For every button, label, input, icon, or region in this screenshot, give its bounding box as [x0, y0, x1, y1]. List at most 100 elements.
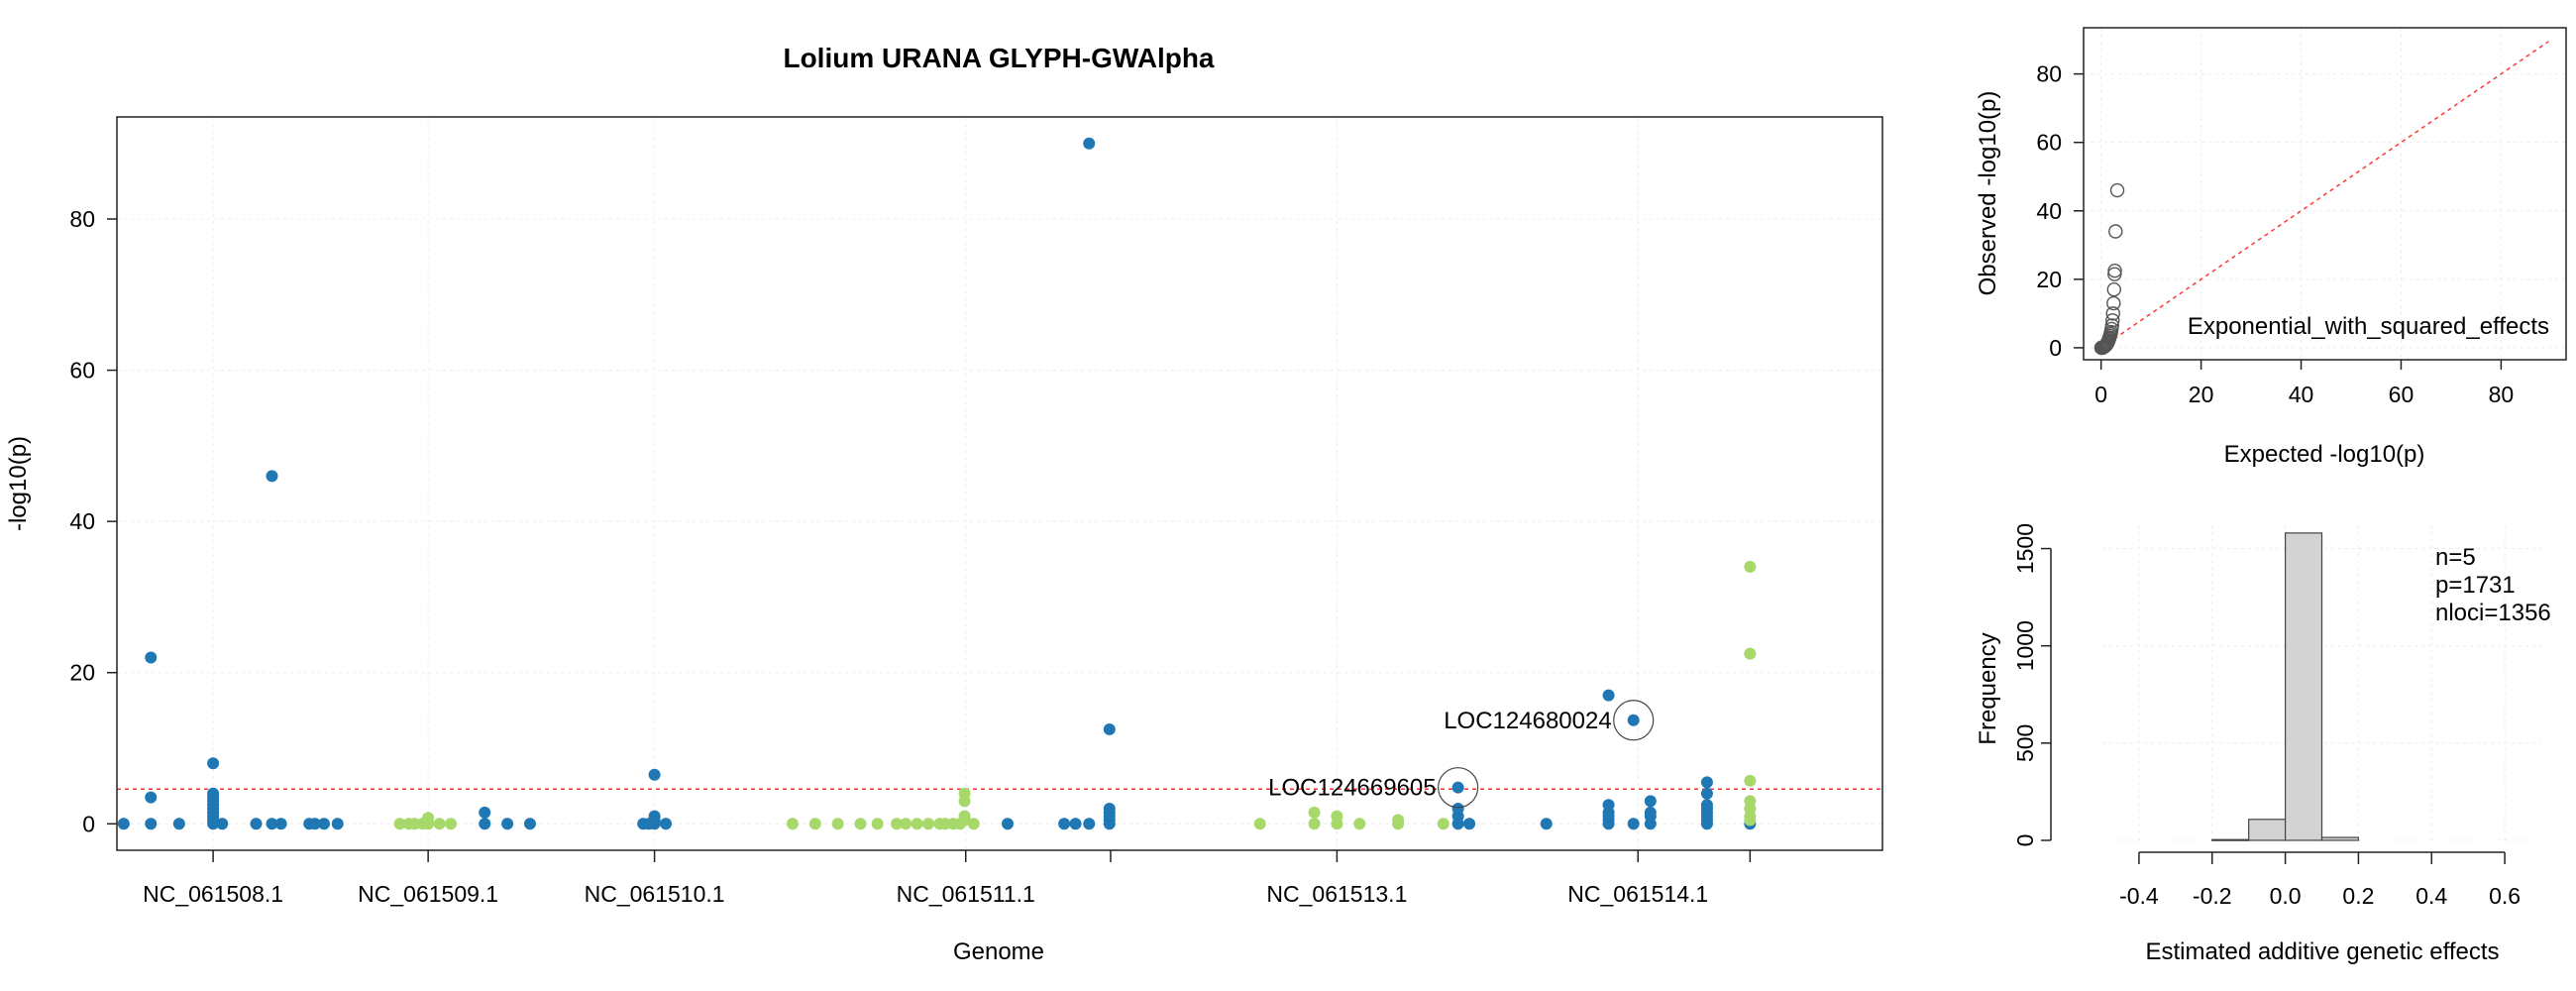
manhattan-point — [1744, 560, 1757, 573]
manhattan-point — [1602, 689, 1615, 702]
histogram-y-tick-label: 0 — [2012, 834, 2038, 847]
stat-n: n=5 — [2435, 544, 2476, 571]
qq-y-tick-label: 40 — [2036, 198, 2062, 224]
manhattan-point — [207, 787, 220, 800]
manhattan-point — [786, 818, 799, 830]
manhattan-point — [648, 768, 661, 781]
qq-x-tick-label: 0 — [2094, 382, 2107, 407]
histogram-bar — [2284, 532, 2323, 841]
manhattan-y-tick-label: 20 — [69, 660, 95, 686]
manhattan-grid — [117, 117, 1882, 850]
manhattan-point — [1253, 818, 1266, 830]
manhattan-point — [393, 818, 406, 830]
effects-histogram: 0 500 1000 1500 -0.4 -0.2 0.0 0.2 0.4 0.6 n=5 p=1… — [1975, 523, 2551, 965]
chromosome-label: NC_061513.1 — [1266, 881, 1407, 907]
highlight-ring — [1438, 767, 1479, 809]
manhattan-point — [1353, 818, 1366, 830]
manhattan-point — [1463, 818, 1476, 830]
histogram-y-axis-label: Frequency — [1975, 632, 2001, 744]
manhattan-point — [250, 818, 263, 830]
histogram-x-tick-label: 0.0 — [2270, 883, 2302, 909]
histogram-y-tick-label: 1000 — [2012, 620, 2038, 671]
manhattan-y-tick-label: 60 — [69, 358, 95, 384]
manhattan-point — [274, 818, 287, 830]
manhattan-point — [1083, 818, 1096, 830]
manhattan-point — [1700, 799, 1713, 812]
qq-y-tick-label: 0 — [2049, 335, 2062, 361]
manhattan-point — [1392, 814, 1405, 826]
manhattan-point — [117, 818, 130, 830]
highlight-ring — [1613, 700, 1655, 741]
histogram-x-tick-label: 0.6 — [2489, 883, 2521, 909]
histogram-x-tick-label: 0.2 — [2342, 883, 2374, 909]
qq-point — [2105, 313, 2120, 328]
histogram-x-tick-label: -0.2 — [2193, 883, 2232, 909]
manhattan-point — [479, 806, 491, 819]
manhattan-points — [117, 137, 1757, 830]
manhattan-point — [444, 818, 457, 830]
manhattan-point — [422, 812, 435, 825]
manhattan-point — [266, 470, 278, 483]
histogram-bars — [2211, 532, 2360, 841]
manhattan-point — [958, 810, 971, 823]
histogram-bar — [2211, 838, 2250, 841]
manhattan-point — [1437, 818, 1449, 830]
qq-points — [2093, 182, 2125, 356]
manhattan-title: Lolium URANA GLYPH-GWAlpha — [783, 43, 1214, 73]
qq-point — [2104, 318, 2119, 333]
manhattan-y-axis-label: -log10(p) — [5, 436, 32, 531]
histogram-x-tick-label: -0.4 — [2119, 883, 2159, 909]
chromosome-label: NC_061509.1 — [358, 881, 498, 907]
manhattan-point — [648, 810, 661, 823]
histogram-bar — [2320, 836, 2360, 841]
manhattan-point — [479, 818, 491, 830]
manhattan-point — [831, 818, 844, 830]
manhattan-point — [308, 818, 321, 830]
manhattan-point — [207, 757, 220, 770]
histogram-x-axis-label: Estimated additive genetic effects — [2145, 938, 2499, 965]
qq-x-tick-label: 80 — [2489, 382, 2515, 407]
manhattan-point — [1644, 795, 1657, 808]
qq-point — [2107, 264, 2122, 278]
manhattan-point — [523, 818, 536, 830]
histogram-axes: 0 500 1000 1500 -0.4 -0.2 0.0 0.2 0.4 0.6 — [2012, 523, 2521, 909]
manhattan-point — [1308, 806, 1321, 819]
histogram-y-tick-label: 500 — [2012, 724, 2038, 762]
qq-x-tick-label: 60 — [2389, 382, 2415, 407]
manhattan-point — [1308, 818, 1321, 830]
manhattan-point — [172, 818, 185, 830]
manhattan-point — [1700, 776, 1713, 789]
histogram-y-tick-label: 1500 — [2012, 523, 2038, 574]
qq-y-axis-label: Observed -log10(p) — [1975, 91, 2001, 296]
manhattan-point — [145, 818, 158, 830]
histogram-bar — [2248, 819, 2287, 841]
manhattan-point — [1103, 722, 1116, 735]
qq-point — [2105, 306, 2120, 321]
manhattan-point — [854, 818, 867, 830]
chromosome-label: NC_061508.1 — [143, 881, 283, 907]
chromosome-label: NC_061514.1 — [1567, 881, 1708, 907]
manhattan-annotations: LOC124669605 LOC124680024 — [1268, 700, 1655, 809]
manhattan-x-axis-label: Genome — [953, 938, 1044, 965]
manhattan-point — [1451, 803, 1464, 816]
manhattan-plot: Lolium URANA GLYPH-GWAlpha LOC124669605L… — [5, 43, 1883, 965]
qq-y-tick-label: 80 — [2036, 61, 2062, 87]
qq-x-axis-label: Expected -log10(p) — [2224, 441, 2425, 468]
manhattan-point — [1451, 781, 1464, 794]
manhattan-point — [871, 818, 884, 830]
manhattan-point — [911, 818, 923, 830]
manhattan-point — [1058, 818, 1071, 830]
qq-y-tick-label: 60 — [2036, 130, 2062, 156]
stat-nloci: nloci=1356 — [2435, 600, 2551, 626]
manhattan-point — [501, 818, 514, 830]
qq-point — [2106, 282, 2121, 297]
manhattan-point — [1001, 818, 1014, 830]
manhattan-y-tick-label: 40 — [69, 508, 95, 534]
qq-point — [2109, 182, 2125, 198]
qq-model-label: Exponential_with_squared_effects — [2188, 313, 2549, 340]
manhattan-point — [967, 818, 980, 830]
qq-y-tick-label: 20 — [2036, 267, 2062, 292]
manhattan-point — [266, 818, 278, 830]
manhattan-point — [216, 818, 229, 830]
